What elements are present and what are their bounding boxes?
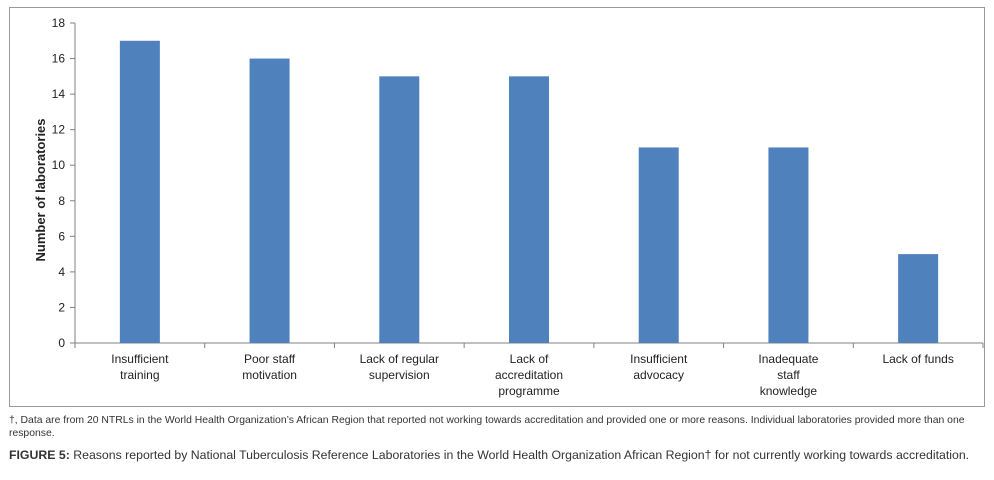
x-tick-label: Lack of regular supervision — [360, 352, 439, 382]
y-tick-label: 10 — [52, 158, 66, 172]
x-tick-label-line: motivation — [242, 368, 297, 382]
figure-caption: FIGURE 5: Reasons reported by National T… — [9, 447, 987, 463]
x-tick-label-line: Inadequate — [758, 352, 818, 366]
bar — [249, 58, 290, 344]
figure-caption-text: Reasons reported by National Tuberculosi… — [69, 448, 970, 462]
x-tick-label-line: accreditation — [495, 368, 563, 382]
bar-chart: Number of laboratories 0 2 4 6 8 10 12 14 16 18 In… — [33, 16, 984, 398]
y-tick-label: 18 — [52, 16, 66, 30]
x-tick-label: Inadequate staff knowledge — [758, 352, 818, 398]
x-tick-label: Insufficient training — [111, 352, 169, 382]
x-tick-label-line: staff — [777, 368, 800, 382]
x-tick-label: Poor staff motivation — [242, 352, 297, 382]
y-tick-label: 12 — [52, 123, 66, 137]
x-tick-label-line: advocacy — [633, 368, 684, 382]
x-tick-label-line: programme — [498, 384, 560, 398]
bar — [638, 147, 679, 343]
x-tick-label-line: Poor staff — [244, 352, 296, 366]
x-tick-label-line: supervision — [369, 368, 430, 382]
x-tick-label-line: Lack of funds — [882, 352, 953, 366]
y-axis-label: Number of laboratories — [33, 118, 48, 261]
bar — [509, 76, 549, 343]
bar — [898, 254, 939, 343]
x-tick-label: Insufficient advocacy — [630, 352, 688, 382]
y-tick-label: 8 — [58, 194, 65, 208]
bar — [768, 147, 809, 343]
y-tick-label: 0 — [58, 336, 65, 350]
x-tick-label-line: knowledge — [760, 384, 818, 398]
x-tick-label: Lack of accreditation programme — [495, 352, 563, 398]
x-tick-label-line: training — [120, 368, 159, 382]
x-tick-label-line: Lack of — [510, 352, 549, 366]
y-tick-label: 6 — [58, 229, 65, 243]
y-tick-label: 4 — [58, 265, 65, 279]
chart-frame: Number of laboratories 0 2 4 6 8 10 12 14 16 18 In… — [9, 7, 985, 407]
y-tick-label: 14 — [52, 87, 66, 101]
y-tick-label: 2 — [58, 300, 65, 314]
x-tick-label-line: Insufficient — [630, 352, 688, 366]
figure-footnote: †, Data are from 20 NTRLs in the World H… — [9, 415, 965, 439]
y-tick-label: 16 — [52, 52, 66, 66]
x-tick-label: Lack of funds — [882, 352, 953, 366]
x-tick-label-line: Insufficient — [111, 352, 169, 366]
figure-label: FIGURE 5: — [9, 448, 70, 462]
bar — [379, 76, 420, 343]
plot-area: 0 2 4 6 8 10 12 14 16 18 Insufficient training Poor … — [52, 16, 984, 398]
x-tick-label-line: Lack of regular — [360, 352, 439, 366]
bar — [119, 40, 160, 344]
